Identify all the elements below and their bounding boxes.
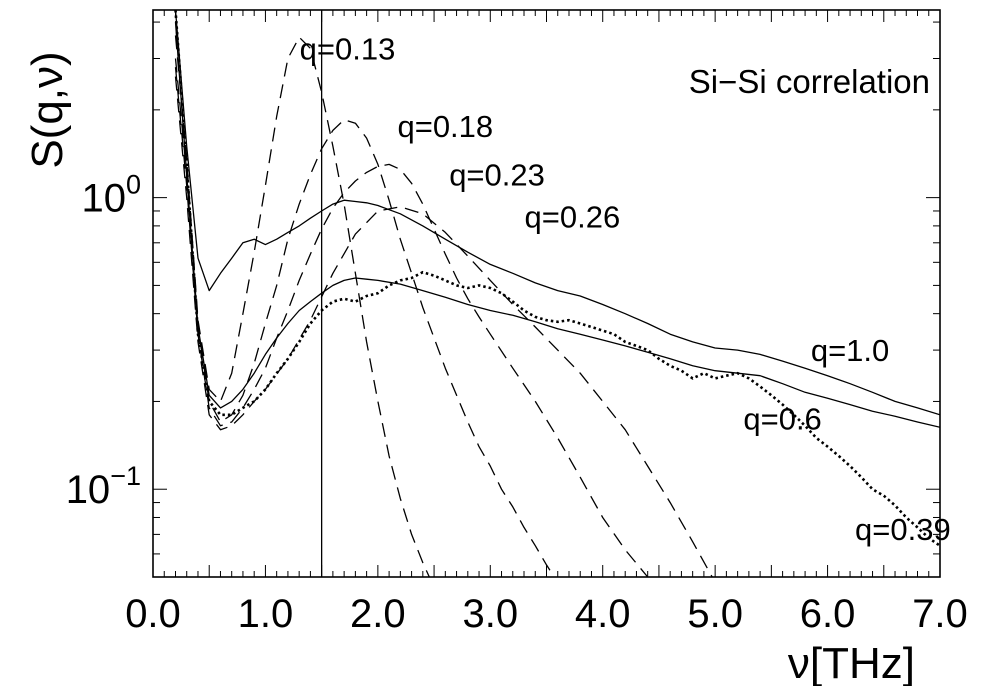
x-tick-label: 3.0: [462, 592, 518, 636]
axis-ticks: [152, 10, 941, 578]
series-line-q-0-13: [174, 35, 431, 577]
curve-label: q=1.0: [811, 333, 889, 368]
x-axis-title: ν[THz]: [788, 639, 915, 686]
curve-label: q=0.6: [743, 401, 821, 436]
series-curves: [174, 10, 940, 577]
series-line-q-0-6: [174, 22, 940, 428]
curve-label: q=0.23: [449, 158, 545, 193]
y-tick-label: 100: [82, 170, 142, 221]
x-tick-label: 1.0: [238, 592, 294, 636]
series-line-q-0-18: [174, 58, 556, 577]
x-tick-label: 5.0: [687, 592, 743, 636]
curve-label: q=0.18: [397, 109, 493, 144]
x-tick-label: 4.0: [575, 592, 631, 636]
x-tick-labels: 0.0 1.0 2.0 3.0 4.0 5.0 6.0 7.0: [125, 592, 968, 636]
x-tick-label: 7.0: [912, 592, 968, 636]
curve-label: q=0.26: [525, 200, 621, 235]
y-tick-label: 10−1: [66, 461, 141, 512]
x-tick-label: 6.0: [800, 592, 856, 636]
x-tick-label: 0.0: [125, 592, 181, 636]
series-line-q-0-39: [174, 10, 940, 547]
curve-label: q=0.13: [300, 31, 396, 66]
curve-label: q=0.39: [855, 512, 951, 547]
curve-annotations: q=0.13 q=0.18 q=0.23 q=0.26 q=1.0 q=0.6 q=0.39: [300, 31, 951, 547]
y-axis-title: S(q,ν): [23, 51, 72, 168]
x-tick-label: 2.0: [350, 592, 406, 636]
series-line-q-0-26: [174, 76, 713, 577]
series-line-q-0-23: [174, 67, 649, 577]
series-line-q-1-0: [174, 10, 940, 416]
y-tick-labels: 100 10−1: [66, 170, 141, 513]
legend-title: Si−Si correlation: [689, 63, 930, 100]
